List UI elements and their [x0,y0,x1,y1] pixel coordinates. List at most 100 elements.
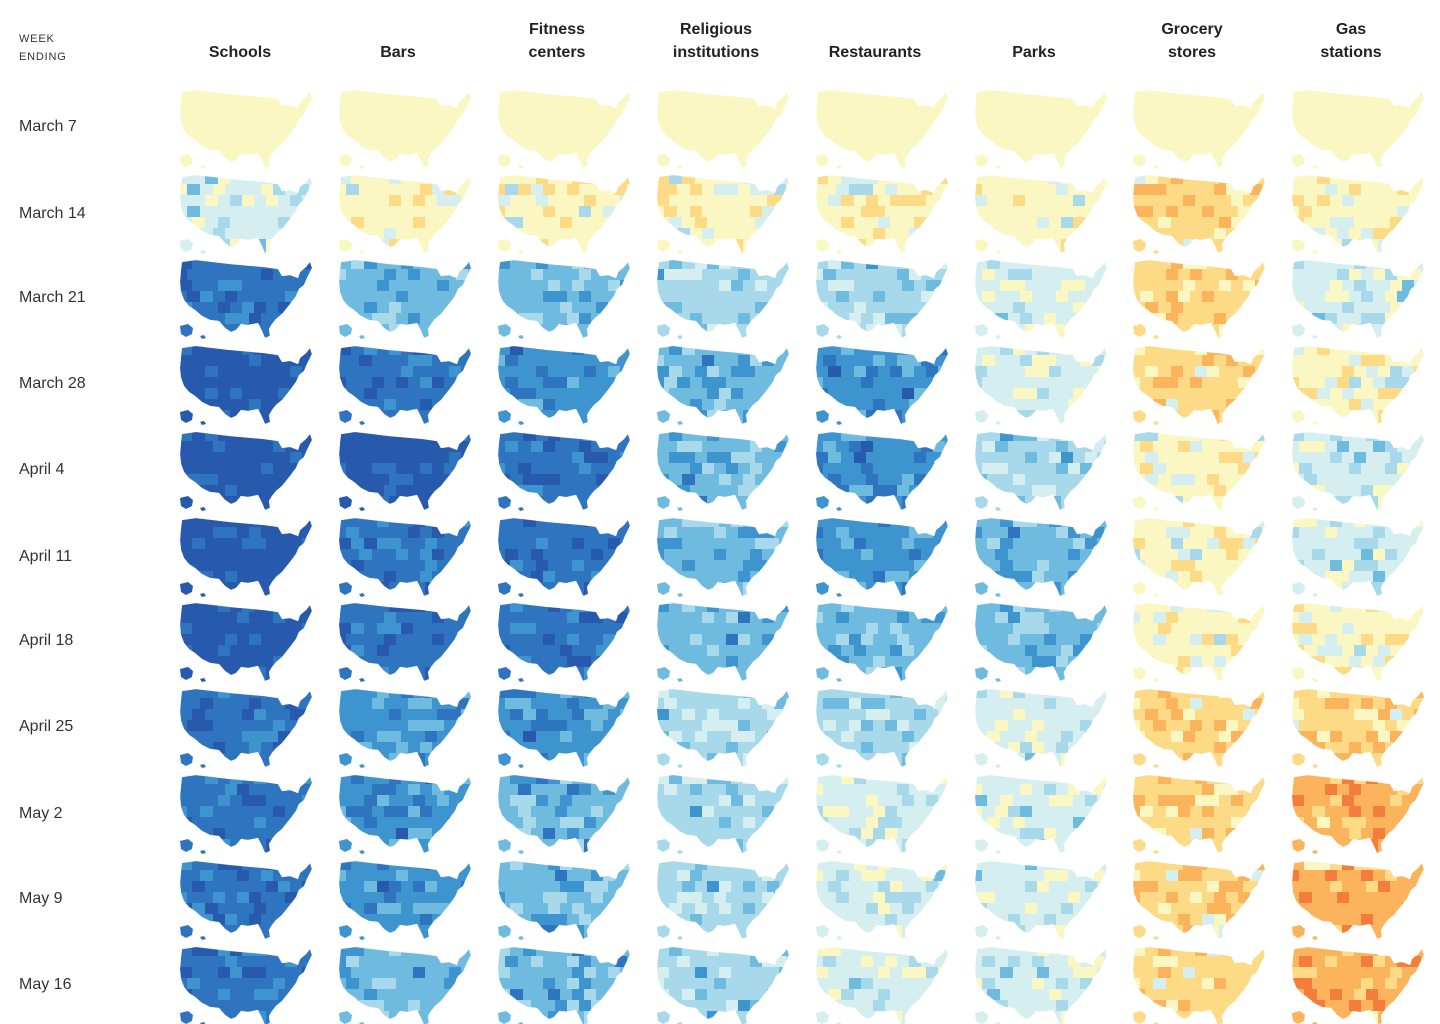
state-region [377,667,389,681]
state-region [498,355,505,366]
state-region [498,914,505,925]
map-grocery-week-8 [1131,773,1266,855]
state-region [180,989,192,1000]
state-region [664,784,677,795]
state-region [1178,441,1190,452]
state-region [192,346,205,355]
state-region [1255,538,1265,549]
state-region [1049,324,1061,338]
state-region [449,366,461,377]
state-region [1207,903,1219,914]
state-region [449,989,461,1000]
state-region [461,518,471,527]
state-region [1366,1011,1378,1024]
state-region [975,399,982,410]
state-region [510,560,523,571]
map-gas-week-2 [1290,258,1425,340]
state-region [1292,720,1299,731]
state-region [914,667,926,681]
state-region [364,432,377,441]
state-region [555,377,567,388]
state-region [278,603,290,612]
state-region [1226,828,1238,839]
map-fitness-week-1 [496,173,631,255]
state-region [543,571,555,582]
state-region [1097,731,1107,742]
state-region [1342,324,1354,338]
state-region [425,582,437,596]
alaska-shape [816,925,829,938]
state-region [389,538,401,549]
state-region [816,175,828,184]
state-region [657,175,669,184]
state-region [1250,313,1262,324]
state-region [505,184,518,195]
state-region [290,538,302,549]
state-region [205,775,218,784]
state-region [774,228,786,239]
state-region [1325,184,1337,195]
state-region [755,324,767,338]
state-region [849,313,861,324]
state-region [1349,377,1361,388]
state-region [719,795,731,806]
map-restaurants-week-9 [814,859,949,941]
state-region [657,989,669,1000]
state-region [828,881,841,892]
map-schools-week-6 [178,601,313,683]
state-region [449,967,461,978]
state-region [762,806,774,817]
state-region [1158,667,1171,681]
state-region [1214,742,1226,753]
state-region [1390,709,1402,720]
state-region [664,184,677,195]
state-region [579,463,591,474]
map-restaurants-week-4 [814,430,949,512]
state-region [1317,388,1330,399]
state-region [1214,228,1226,239]
state-region [726,463,738,474]
hawaii-shape [995,764,1001,768]
state-region [510,603,523,612]
state-region [1330,775,1342,784]
state-region [1171,366,1183,377]
state-region [1385,549,1397,560]
state-region [1243,839,1255,853]
state-region [1049,582,1061,596]
state-region [180,366,192,377]
state-region [664,399,677,410]
state-region [762,206,774,217]
state-region [828,474,841,485]
state-region [1207,366,1219,377]
state-region [657,355,664,366]
state-region [560,1011,572,1024]
state-region [1255,346,1265,355]
state-region [1231,925,1243,939]
state-region [1330,731,1342,742]
state-region [767,903,779,914]
state-region [1195,861,1207,870]
hawaii-shape [836,850,842,854]
state-region [975,870,982,881]
state-region [1312,742,1325,753]
state-region [273,612,285,623]
state-region [584,1011,596,1024]
state-region [543,377,555,388]
map-religious-week-9 [655,859,790,941]
state-region [1133,989,1145,1000]
alaska-shape [180,753,193,766]
state-region [1330,603,1342,612]
state-region [608,432,620,441]
state-region [180,346,192,355]
state-region [854,582,866,596]
state-region [187,914,200,925]
state-region [975,366,987,377]
state-region [1207,881,1219,892]
state-region [921,527,933,538]
state-region [902,195,914,206]
state-region [982,463,995,474]
state-region [603,1000,615,1011]
state-region [1195,346,1207,355]
state-region [1366,366,1378,377]
state-region [1000,518,1013,527]
